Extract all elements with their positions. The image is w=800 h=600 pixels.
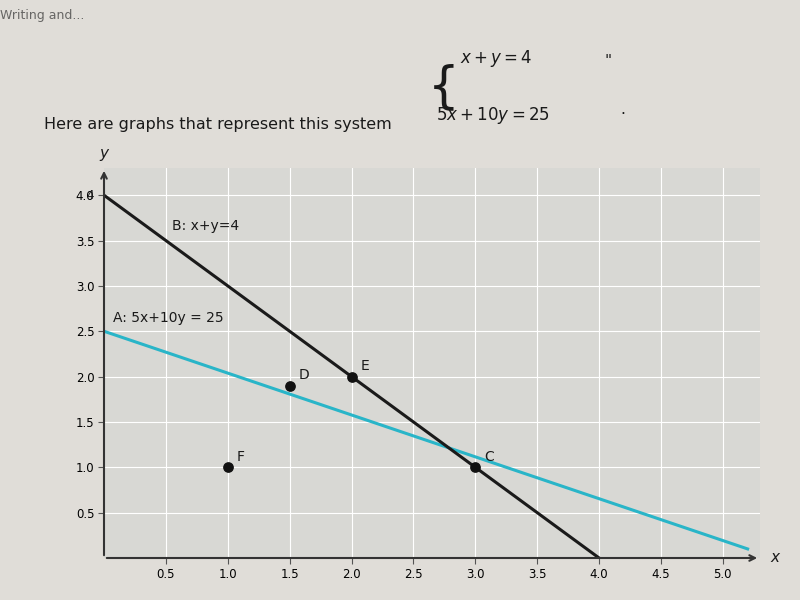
Text: .: .	[620, 102, 625, 117]
Text: {: {	[428, 63, 460, 111]
Text: 4: 4	[86, 189, 94, 202]
Point	[283, 381, 296, 391]
Text: F: F	[237, 450, 245, 464]
Text: A: 5x+10y = 25: A: 5x+10y = 25	[113, 311, 223, 325]
Text: Here are graphs that represent this system: Here are graphs that represent this syst…	[44, 117, 392, 132]
Text: ": "	[604, 54, 611, 69]
Text: E: E	[360, 359, 369, 373]
Text: $5x + 10y = 25$: $5x + 10y = 25$	[436, 105, 550, 126]
Point	[222, 463, 234, 472]
Text: $x + y = 4$: $x + y = 4$	[460, 48, 533, 69]
Text: C: C	[484, 450, 494, 464]
Text: B: x+y=4: B: x+y=4	[172, 218, 239, 233]
Point	[469, 463, 482, 472]
Text: D: D	[298, 368, 309, 382]
Point	[345, 372, 358, 382]
Text: y: y	[99, 146, 109, 161]
Text: Writing and...: Writing and...	[0, 9, 84, 22]
Text: x: x	[770, 551, 779, 565]
